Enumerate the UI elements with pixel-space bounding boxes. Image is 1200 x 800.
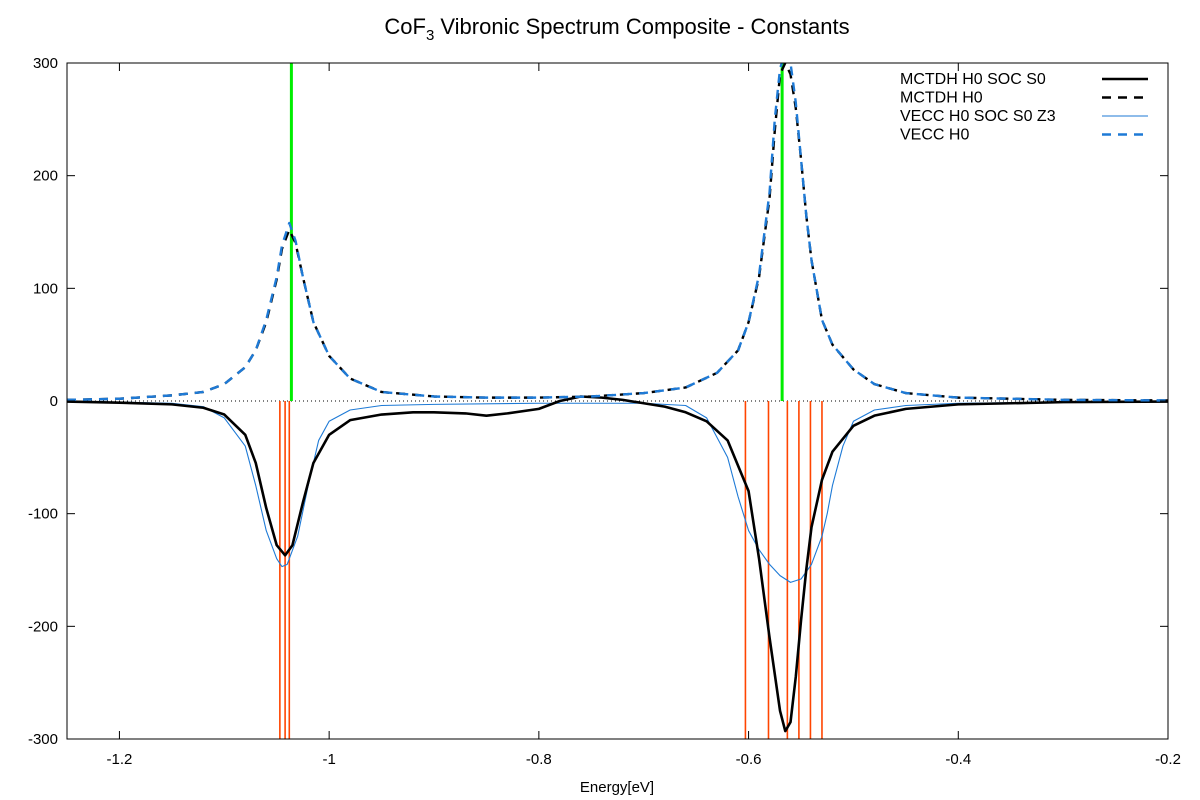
legend-label-2: VECC H0 SOC S0 Z3 bbox=[900, 108, 1056, 125]
title-rest: Vibronic Spectrum Composite - Constants bbox=[434, 14, 849, 39]
legend-label-0: MCTDH H0 SOC S0 bbox=[900, 71, 1046, 88]
y-tick-label: -100 bbox=[28, 506, 58, 523]
plot-frame bbox=[66, 62, 1169, 740]
x-tick-label: -0.2 bbox=[1155, 751, 1181, 768]
y-tick-label: -200 bbox=[28, 618, 58, 635]
x-tick-label: -1 bbox=[322, 751, 335, 768]
legend-label-3: VECC H0 bbox=[900, 127, 969, 144]
y-tick-label: 100 bbox=[33, 280, 58, 297]
plot-area: -1.2 -1 -0.8 -0.6 -0.4 -0.2 -300 -200 -100 0 100 20… bbox=[28, 55, 1181, 768]
chart-title: CoF3 Vibronic Spectrum Composite - Const… bbox=[384, 14, 849, 44]
series-line-3 bbox=[67, 63, 1168, 402]
legend-label-1: MCTDH H0 bbox=[900, 90, 983, 107]
x-tick-label: -0.6 bbox=[736, 751, 762, 768]
series-line-2 bbox=[67, 401, 1168, 583]
x-axis-label: Energy[eV] bbox=[580, 779, 654, 796]
title-subscript: 3 bbox=[426, 27, 434, 44]
x-tick-label: -0.4 bbox=[945, 751, 971, 768]
series-line-0 bbox=[67, 395, 1168, 733]
y-tick-label: -300 bbox=[28, 731, 58, 748]
y-tick-label: 300 bbox=[33, 55, 58, 72]
y-tick-label: 0 bbox=[50, 393, 58, 410]
title-main: CoF bbox=[384, 14, 426, 39]
x-tick-label: -0.8 bbox=[526, 751, 552, 768]
y-tick-label: 200 bbox=[33, 168, 58, 185]
x-tick-label: -1.2 bbox=[106, 751, 132, 768]
